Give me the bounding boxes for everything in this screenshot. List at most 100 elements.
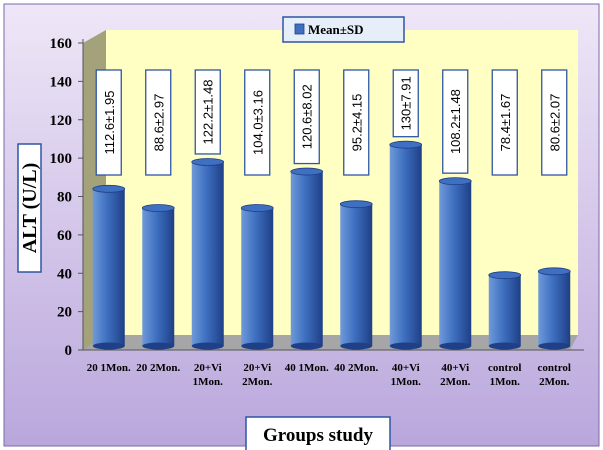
data-labels: 112.6±1.95 88.6±2.97 122.2±1.48 104.0±3.16 1… xyxy=(95,69,568,176)
data-label-box xyxy=(491,69,518,176)
y-tick-label: 80 xyxy=(57,190,72,206)
x-tick-label: control 1Mon. xyxy=(488,362,521,388)
data-label: 112.6±1.95 xyxy=(95,69,122,176)
data-label-text: 104.0±3.16 xyxy=(250,90,265,155)
data-label: 104.0±3.16 xyxy=(244,69,271,176)
data-label-text: 78.4±1.67 xyxy=(498,94,513,152)
bar xyxy=(141,204,175,350)
x-tick-label: 40+Vi 2Mon. xyxy=(440,362,471,388)
bar-body xyxy=(389,144,422,346)
bar-body xyxy=(488,275,521,346)
bar xyxy=(537,267,571,350)
bar xyxy=(191,158,225,350)
y-axis-title: ALT (U/L) xyxy=(19,163,41,254)
data-label-box xyxy=(343,69,370,176)
data-label: 108.2±1.48 xyxy=(442,69,469,174)
x-axis-title-box xyxy=(245,416,391,450)
data-label: 78.4±1.67 xyxy=(491,69,518,176)
data-label-text: 130±7.91 xyxy=(399,76,414,130)
bar xyxy=(290,167,324,350)
bar-cap xyxy=(240,204,274,212)
bar-cap xyxy=(92,184,126,193)
bar-body xyxy=(241,208,274,346)
data-label: 80.6±2.07 xyxy=(541,69,568,176)
bar-base xyxy=(340,342,373,350)
data-label: 130±7.91 xyxy=(392,69,419,138)
bar-cap xyxy=(141,204,175,212)
legend-swatch xyxy=(294,23,305,35)
x-tick-label: 40 2Mon. xyxy=(334,362,378,374)
bar-cap xyxy=(191,158,225,166)
bar-body xyxy=(92,188,125,346)
data-label-box xyxy=(95,69,122,176)
data-label-box xyxy=(293,69,320,165)
y-axis-title-box xyxy=(17,143,42,273)
y-axis: 0 20 40 60 80 100 120 140 160 xyxy=(50,36,584,359)
bar-cap xyxy=(339,200,373,209)
x-tick-label: 40+Vi 1Mon. xyxy=(391,362,422,388)
data-label-text: 120.6±8.02 xyxy=(300,84,315,149)
bar-base xyxy=(389,342,422,350)
bar-body xyxy=(340,204,373,346)
x-axis-ticks: 20 1Mon. 20 2Mon. 20+Vi 1Mon. 20+Vi 2Mon. 40 1… xyxy=(87,362,571,388)
y-tick-label: 0 xyxy=(65,343,73,359)
x-tick-label: 40 1Mon. xyxy=(285,362,329,374)
bars xyxy=(92,140,571,350)
bar-base xyxy=(241,342,274,350)
bar-body xyxy=(538,271,571,346)
bar-cap xyxy=(389,140,423,149)
x-tick-label: control 2Mon. xyxy=(538,362,571,388)
bar xyxy=(389,140,423,350)
bar-base xyxy=(92,342,125,350)
bar-cap xyxy=(290,167,324,176)
y-tick-label: 40 xyxy=(57,266,72,282)
data-label-box xyxy=(194,69,221,155)
data-label-text: 108.2±1.48 xyxy=(448,89,463,154)
data-label-text: 122.2±1.48 xyxy=(201,79,216,144)
bar-body xyxy=(142,208,175,346)
bar-cap xyxy=(537,267,571,276)
bar-base xyxy=(538,342,571,350)
data-label-box xyxy=(244,69,271,176)
x-tick-label: 20 1Mon. xyxy=(87,362,131,374)
data-label: 120.6±8.02 xyxy=(293,69,320,165)
bar-base xyxy=(290,342,323,350)
bar-base xyxy=(191,342,224,350)
data-label: 122.2±1.48 xyxy=(194,69,221,155)
bar-body xyxy=(290,171,323,346)
bar-cap xyxy=(438,177,472,186)
x-tick-label: 20+Vi 1Mon. xyxy=(193,362,224,388)
x-axis-title: Groups study xyxy=(263,425,374,446)
bar xyxy=(438,177,472,350)
bar-body xyxy=(439,181,472,346)
y-tick-label: 140 xyxy=(50,74,73,90)
x-axis-title-group: Groups study xyxy=(245,416,391,450)
bar-base xyxy=(488,342,521,350)
y-tick-label: 160 xyxy=(50,36,73,52)
y-tick-label: 100 xyxy=(50,151,73,167)
bar-base xyxy=(142,342,175,350)
y-tick-label: 60 xyxy=(57,228,72,244)
data-label: 88.6±2.97 xyxy=(145,69,172,176)
bar-cap xyxy=(488,271,522,280)
bar xyxy=(92,184,126,350)
data-label-text: 95.2±4.15 xyxy=(349,94,364,152)
data-label-text: 80.6±2.07 xyxy=(547,94,562,152)
x-tick-label: 20 2Mon. xyxy=(136,362,180,374)
bar-body xyxy=(191,161,224,346)
data-label-box xyxy=(442,69,469,174)
bar xyxy=(240,204,274,350)
y-axis-title-group: ALT (U/L) xyxy=(17,143,42,273)
legend: Mean±SD xyxy=(282,16,405,43)
data-label-text: 88.6±2.97 xyxy=(151,94,166,152)
bar xyxy=(488,271,522,350)
data-label-box xyxy=(145,69,172,176)
data-label: 95.2±4.15 xyxy=(343,69,370,176)
bar xyxy=(339,200,373,350)
y-tick-label: 120 xyxy=(50,113,73,129)
bar-base xyxy=(439,342,472,350)
legend-label: Mean±SD xyxy=(308,22,364,37)
data-label-box xyxy=(541,69,568,176)
